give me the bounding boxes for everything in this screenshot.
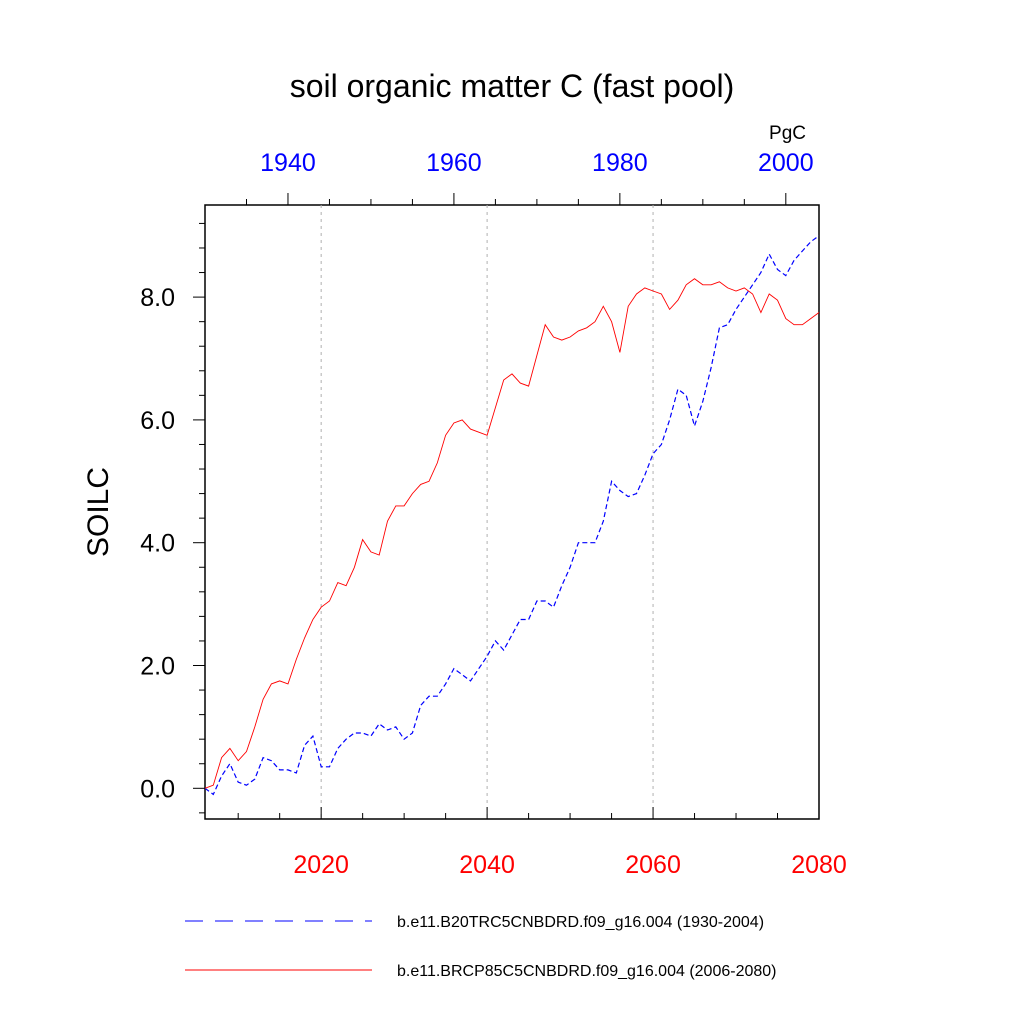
x-bottom-tick-label: 2020 [293,851,349,879]
y-axis-label: SOILC [82,467,115,557]
x-top-tick-label: 2000 [758,149,814,177]
y-tick-label: 2.0 [140,653,175,681]
legend-label-rcp85: b.e11.BRCP85C5CNBDRD.f09_g16.004 (2006-2… [397,963,776,980]
y-tick-label: 8.0 [140,284,175,312]
legend: b.e11.B20TRC5CNBDRD.f09_g16.004 (1930-20… [185,914,776,980]
x-bottom-tick-label: 2080 [791,851,847,879]
grid-lines [320,205,654,819]
axis-ticks [193,193,820,819]
series-line-historical [204,235,820,796]
x-bottom-tick-label: 2060 [625,851,681,879]
x-bottom-tick-label: 2040 [459,851,515,879]
x-top-tick-label: 1980 [592,149,648,177]
chart-title: soil organic matter C (fast pool) [290,68,735,104]
legend-label-historical: b.e11.B20TRC5CNBDRD.f09_g16.004 (1930-20… [397,914,764,931]
y-tick-label: 4.0 [140,530,175,558]
series-line-rcp85 [204,278,820,789]
x-top-tick-label: 1960 [426,149,482,177]
series-layer [204,235,820,796]
units-label: PgC [769,123,806,144]
x-top-tick-label: 1940 [260,149,316,177]
y-tick-label: 0.0 [140,775,175,803]
plot-area [204,204,820,820]
y-tick-label: 6.0 [140,407,175,435]
tick-labels: 2020 2040 2060 2080 1940 1960 1980 2000 0.0 2.0 4.… [140,149,847,879]
